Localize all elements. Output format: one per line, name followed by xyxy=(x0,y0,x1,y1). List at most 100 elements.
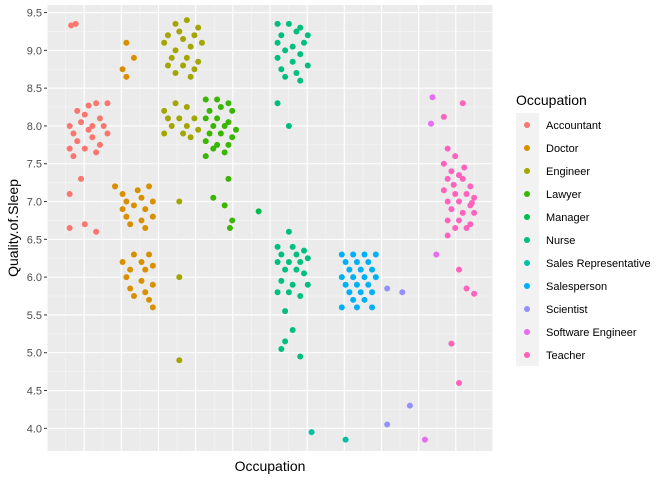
data-point xyxy=(278,345,285,352)
data-point xyxy=(433,251,440,258)
data-point xyxy=(96,115,103,122)
data-point xyxy=(78,175,85,182)
data-point xyxy=(429,94,436,101)
data-point xyxy=(127,266,134,273)
data-point xyxy=(282,73,289,80)
data-point xyxy=(149,262,156,269)
legend-key xyxy=(524,237,530,243)
data-point xyxy=(297,259,304,266)
data-point xyxy=(365,281,372,288)
y-tick-label: 5.5 xyxy=(27,310,42,322)
data-point xyxy=(180,62,187,69)
data-point xyxy=(191,32,198,39)
data-point xyxy=(172,47,179,54)
data-point xyxy=(78,119,85,126)
data-point xyxy=(146,183,153,190)
data-point xyxy=(146,251,153,258)
data-point xyxy=(81,111,88,118)
data-point xyxy=(180,130,187,137)
data-point xyxy=(297,353,304,360)
data-point xyxy=(161,130,168,137)
data-point xyxy=(225,100,232,107)
data-point xyxy=(448,168,455,175)
data-point xyxy=(142,206,149,213)
data-point xyxy=(289,281,296,288)
data-point xyxy=(459,175,466,182)
data-point xyxy=(85,126,92,133)
data-point xyxy=(123,213,130,220)
data-point xyxy=(172,100,179,107)
legend-key xyxy=(524,168,530,174)
data-point xyxy=(444,232,451,239)
y-tick-label: 9.0 xyxy=(27,45,42,57)
data-point xyxy=(176,357,183,364)
data-point xyxy=(93,100,100,107)
data-point xyxy=(297,24,304,31)
data-point xyxy=(384,285,391,292)
data-point xyxy=(293,70,300,77)
data-point xyxy=(301,39,308,46)
data-point xyxy=(444,175,451,182)
data-point xyxy=(183,122,190,129)
data-point xyxy=(202,138,209,145)
data-point xyxy=(444,198,451,205)
data-point xyxy=(308,429,315,436)
data-point xyxy=(444,217,451,224)
legend-label: Scientist xyxy=(546,304,588,316)
data-point xyxy=(104,130,111,137)
data-point xyxy=(195,24,202,31)
data-point xyxy=(161,39,168,46)
data-point xyxy=(255,208,262,215)
data-point xyxy=(282,266,289,273)
y-tick-label: 8.5 xyxy=(27,83,42,95)
data-point xyxy=(142,289,149,296)
data-point xyxy=(74,107,81,114)
data-point xyxy=(467,221,474,228)
data-point xyxy=(81,145,88,152)
data-point xyxy=(338,251,345,258)
data-point xyxy=(180,36,187,43)
legend-label: Nurse xyxy=(546,235,575,247)
data-point xyxy=(127,221,134,228)
data-point xyxy=(187,73,194,80)
data-point xyxy=(278,277,285,284)
data-point xyxy=(70,130,77,137)
data-point xyxy=(278,66,285,73)
data-point xyxy=(183,17,190,24)
data-point xyxy=(172,70,179,77)
data-point xyxy=(285,228,292,235)
data-point xyxy=(210,194,217,201)
y-tick-label: 9.5 xyxy=(27,8,42,20)
data-point xyxy=(146,296,153,303)
data-point xyxy=(346,289,353,296)
data-point xyxy=(289,243,296,250)
data-point xyxy=(372,274,379,281)
data-point xyxy=(455,198,462,205)
data-point xyxy=(304,281,311,288)
data-point xyxy=(164,62,171,69)
legend-label: Salesperson xyxy=(546,281,607,293)
legend-key xyxy=(524,214,530,220)
data-point xyxy=(471,194,478,201)
y-tick-label: 6.0 xyxy=(27,272,42,284)
data-point xyxy=(191,66,198,73)
data-point xyxy=(440,187,447,194)
data-point xyxy=(459,209,466,216)
data-point xyxy=(274,259,281,266)
y-tick-label: 4.5 xyxy=(27,386,42,398)
data-point xyxy=(191,115,198,122)
data-point xyxy=(289,43,296,50)
data-point xyxy=(297,77,304,84)
data-point xyxy=(225,175,232,182)
x-axis-label: Occupation xyxy=(235,458,306,474)
legend-key xyxy=(524,191,530,197)
data-point xyxy=(66,145,73,152)
data-point xyxy=(210,122,217,129)
grid-lines xyxy=(46,5,494,451)
data-point xyxy=(183,54,190,61)
legend-label: Teacher xyxy=(546,350,585,362)
data-point xyxy=(461,164,468,171)
data-point xyxy=(66,190,73,197)
data-point xyxy=(202,153,209,160)
